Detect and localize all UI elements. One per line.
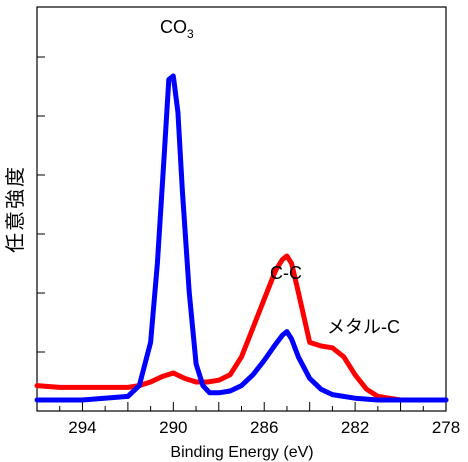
annotation-metal-c: メタル-C xyxy=(327,317,400,337)
series-layer xyxy=(34,73,449,403)
x-axis-label: Binding Energy (eV) xyxy=(170,444,313,461)
x-tick-label: 294 xyxy=(68,418,96,437)
x-tick-label: 282 xyxy=(341,418,369,437)
annotation-co3-main: CO xyxy=(160,17,187,37)
series-line-blue xyxy=(34,73,449,403)
y-axis-label: 任意強度 xyxy=(4,165,27,253)
axis-ticks xyxy=(36,56,447,411)
series-line-red xyxy=(34,253,449,403)
annotation-co3-sub: 3 xyxy=(187,27,194,41)
annotation-cc: C-C xyxy=(270,263,302,283)
x-tick-label: 290 xyxy=(159,418,187,437)
x-tick-label: 286 xyxy=(250,418,278,437)
annotation-co3: CO3 xyxy=(160,17,194,41)
x-tick-labels: 294 290 286 282 278 xyxy=(68,418,460,437)
x-tick-label: 278 xyxy=(432,418,460,437)
